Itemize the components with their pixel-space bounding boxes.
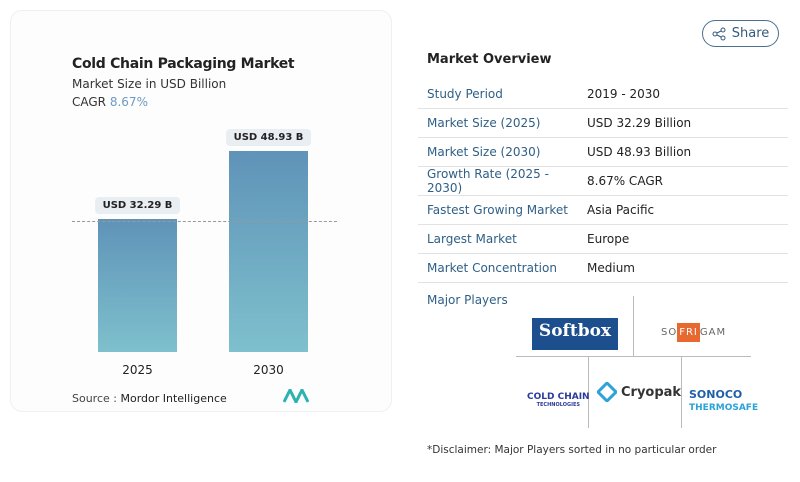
chart-title: Cold Chain Packaging Market bbox=[72, 56, 295, 72]
source-label: Source : bbox=[72, 392, 117, 405]
cagr: CAGR 8.67% bbox=[72, 95, 148, 109]
row-label: Fastest Growing Market bbox=[427, 203, 569, 217]
major-players-title: Major Players bbox=[427, 293, 508, 307]
overview-row: Study Period 2019 - 2030 bbox=[418, 80, 788, 109]
row-value: USD 32.29 Billion bbox=[587, 116, 692, 130]
overview-row: Market Size (2025) USD 32.29 Billion bbox=[418, 109, 788, 138]
source-value: Mordor Intelligence bbox=[120, 392, 227, 405]
chart-subtitle: Market Size in USD Billion bbox=[72, 77, 227, 91]
row-label: Study Period bbox=[427, 87, 503, 101]
cagr-value: 8.67% bbox=[109, 95, 148, 109]
source: Source : Mordor Intelligence bbox=[72, 392, 227, 405]
share-icon bbox=[712, 27, 726, 40]
x-tick-label: 2030 bbox=[253, 363, 284, 377]
share-label: Share bbox=[731, 26, 770, 41]
row-label: Market Size (2025) bbox=[427, 116, 541, 130]
x-tick-label: 2025 bbox=[122, 363, 153, 377]
row-label: Market Concentration bbox=[427, 261, 557, 275]
overview-title: Market Overview bbox=[427, 52, 552, 67]
row-value: Asia Pacific bbox=[587, 203, 655, 217]
disclaimer: *Disclaimer: Major Players sorted in no … bbox=[427, 444, 717, 456]
row-value: Medium bbox=[587, 261, 635, 275]
bar-2025 bbox=[98, 219, 177, 352]
row-label: Growth Rate (2025 - 2030) bbox=[427, 167, 549, 195]
cagr-label: CAGR bbox=[72, 95, 107, 109]
logo-softbox: Softbox bbox=[532, 318, 618, 350]
logo-sonoco: SONOCO THERMOSAFE bbox=[689, 388, 759, 414]
row-value: USD 48.93 Billion bbox=[587, 145, 692, 159]
reference-line bbox=[72, 221, 337, 222]
row-value: 2019 - 2030 bbox=[587, 87, 661, 101]
logo-cryopak: Cryopak bbox=[597, 382, 681, 402]
row-label: Largest Market bbox=[427, 232, 517, 246]
overview-row: Market Size (2030) USD 48.93 Billion bbox=[418, 138, 788, 167]
overview-row: Growth Rate (2025 - 2030) 8.67% CAGR bbox=[418, 167, 788, 196]
share-button[interactable]: Share bbox=[702, 20, 779, 47]
overview-row: Fastest Growing Market Asia Pacific bbox=[418, 196, 788, 225]
row-value: Europe bbox=[587, 232, 630, 246]
row-value: 8.67% CAGR bbox=[587, 174, 663, 188]
data-label: USD 48.93 B bbox=[225, 129, 312, 146]
logo-cold-chain: COLD CHAIN TECHNOLOGIES bbox=[527, 392, 590, 408]
overview-row: Largest Market Europe bbox=[418, 225, 788, 254]
chart-card bbox=[10, 10, 392, 412]
data-label: USD 32.29 B bbox=[94, 197, 181, 215]
bar-2030 bbox=[229, 151, 308, 352]
row-label: Market Size (2030) bbox=[427, 145, 541, 159]
mordor-logo bbox=[283, 389, 309, 403]
overview-row: Market Concentration Medium bbox=[418, 254, 788, 283]
logo-sofrigam: SO FRI GAM bbox=[661, 322, 726, 344]
